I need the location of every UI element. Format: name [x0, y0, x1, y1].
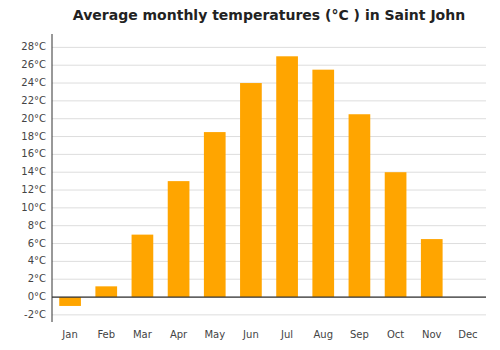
y-tick-label: 8°C — [28, 220, 46, 231]
y-tick-label: 10°C — [21, 202, 46, 213]
grid-line — [52, 83, 486, 84]
y-tick-label: 16°C — [21, 148, 46, 159]
grid-line — [52, 100, 486, 101]
x-tick-label: Mar — [133, 329, 153, 340]
grid-line — [52, 154, 486, 155]
chart-container: Average monthly temperatures (°C ) in Sa… — [0, 0, 500, 350]
bar — [349, 114, 371, 297]
x-tick-label: Jan — [61, 329, 77, 340]
y-tick-label: 28°C — [21, 41, 46, 52]
grid-line — [52, 47, 486, 48]
y-tick-label: 18°C — [21, 131, 46, 142]
x-tick-label: Nov — [422, 329, 442, 340]
grid-line — [52, 314, 486, 315]
bars — [59, 56, 442, 306]
bar — [95, 286, 117, 297]
x-tick-label: Apr — [170, 329, 188, 340]
grid — [52, 47, 486, 314]
x-tick-label: Jul — [280, 329, 293, 340]
grid-line — [52, 136, 486, 137]
bar — [276, 56, 298, 297]
y-tick-label: 14°C — [21, 166, 46, 177]
y-tick-label: 20°C — [21, 113, 46, 124]
x-tick-label: Dec — [458, 329, 477, 340]
bar — [59, 297, 81, 306]
bar — [132, 235, 154, 297]
y-tick-label: 12°C — [21, 184, 46, 195]
x-tick-label: Aug — [313, 329, 333, 340]
y-tick-label: 4°C — [28, 255, 46, 266]
y-tick-label: 22°C — [21, 95, 46, 106]
bar — [312, 70, 334, 297]
y-tick-label: 0°C — [28, 291, 46, 302]
y-tick-label: 26°C — [21, 59, 46, 70]
title: Average monthly temperatures (°C ) in Sa… — [73, 7, 465, 23]
x-tick-label: Sep — [350, 329, 369, 340]
grid-line — [52, 172, 486, 173]
grid-line — [52, 118, 486, 119]
grid-line — [52, 207, 486, 208]
grid-line — [52, 225, 486, 226]
bar — [385, 172, 407, 297]
y-tick-label: -2°C — [24, 309, 46, 320]
x-tick-label: Oct — [387, 329, 404, 340]
chart-svg: Average monthly temperatures (°C ) in Sa… — [0, 0, 500, 350]
bar — [168, 181, 190, 297]
bar — [421, 239, 443, 297]
y-tick-label: 24°C — [21, 77, 46, 88]
grid-line — [52, 65, 486, 66]
x-tick-label: Jun — [242, 329, 259, 340]
bar — [240, 83, 262, 297]
bar — [204, 132, 226, 297]
y-tick-label: 6°C — [28, 238, 46, 249]
y-axis-line — [52, 34, 53, 322]
x-tick-label: May — [204, 329, 225, 340]
x-tick-label: Feb — [97, 329, 115, 340]
y-tick-label: 2°C — [28, 273, 46, 284]
grid-line — [52, 190, 486, 191]
baseline — [52, 296, 486, 297]
grid-line — [52, 297, 486, 298]
